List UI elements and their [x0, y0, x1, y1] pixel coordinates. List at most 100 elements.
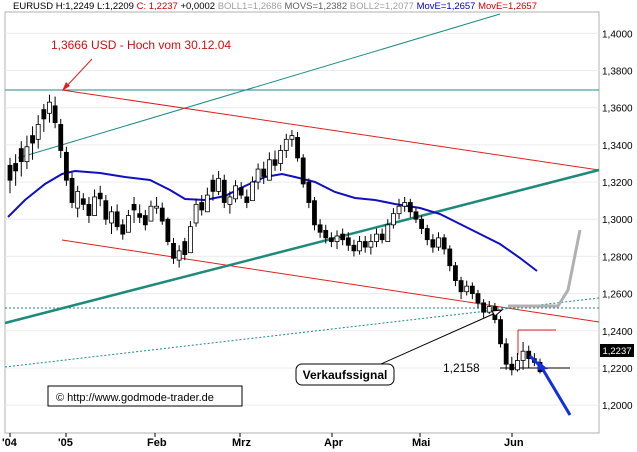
x-tick-label: '04 — [2, 437, 18, 449]
candle-body — [97, 192, 103, 200]
candle-body — [469, 285, 475, 294]
candle-body — [13, 163, 19, 172]
candle-body — [24, 146, 30, 163]
x-tick-label: Jun — [504, 437, 524, 449]
candle-body — [526, 350, 532, 360]
candle-body — [63, 151, 69, 181]
candle-body — [486, 306, 492, 313]
upper-teal-trendline — [17, 13, 501, 159]
candle-body — [221, 179, 227, 203]
plot-area — [4, 11, 600, 434]
last-price-label: 1,2237 — [602, 346, 631, 357]
candle-body — [30, 135, 35, 144]
last-price-box — [600, 344, 634, 357]
y-tick-label: 1,3200 — [602, 178, 633, 189]
candle-body — [250, 181, 255, 202]
candle-body — [498, 319, 503, 345]
y-tick-label: 1,2200 — [602, 364, 633, 375]
candle-body — [334, 235, 340, 242]
candle-body — [447, 248, 453, 267]
candle-body — [244, 196, 250, 203]
candle-body — [441, 237, 447, 250]
moving-average-line — [7, 169, 538, 272]
candle-body — [306, 181, 312, 203]
header-boll2: BOLL2=1,2077 — [349, 1, 414, 12]
candle-body — [289, 135, 295, 140]
y-tick-label: 1,4000 — [602, 29, 633, 40]
candle-body — [312, 200, 317, 226]
y-tick-label: 1,2600 — [602, 290, 633, 301]
y-tick-label: 1,3600 — [602, 104, 633, 115]
header-boll1: BOLL1=1,2686 — [217, 1, 282, 12]
candle-body — [464, 285, 470, 293]
candle-body — [419, 218, 424, 229]
candle-body — [407, 202, 413, 213]
candle-body — [238, 187, 244, 196]
candle-body — [328, 237, 334, 242]
y-tick-label: 1,2000 — [602, 401, 633, 412]
bullish-projection-arrow — [508, 229, 582, 308]
candle-body — [261, 168, 267, 177]
x-tick-label: Mrz — [232, 437, 251, 449]
y-tick-label: 1,2400 — [602, 327, 633, 338]
thick-teal-trendline — [4, 168, 600, 325]
candle-body — [199, 202, 205, 211]
candle-body — [165, 218, 171, 242]
candle-body — [148, 205, 154, 222]
header-low: L:1,2209 — [96, 1, 134, 12]
x-tick-label: '05 — [58, 437, 73, 449]
candle-body — [171, 243, 176, 259]
support-label: 1,2158 — [443, 361, 480, 375]
candle-body — [35, 124, 41, 140]
header-close: C: 1,2237 — [136, 1, 178, 12]
candle-body — [503, 343, 509, 365]
candle-body — [109, 211, 114, 224]
candle-body — [18, 148, 24, 163]
candle-body — [120, 224, 126, 235]
high-annotation-arrow — [63, 58, 93, 90]
header-move1: MovE=1,2657 — [416, 1, 476, 12]
candle-body — [7, 164, 13, 181]
candle-body — [340, 233, 346, 241]
signal-arrow-head — [491, 309, 504, 317]
copyright-box — [47, 385, 243, 407]
candle-body — [80, 198, 86, 205]
candle-body — [58, 124, 64, 151]
candle-body — [142, 215, 148, 226]
candle-body — [86, 203, 92, 216]
header-high: H:1,2249 — [55, 1, 95, 12]
candle-body — [137, 213, 143, 218]
candle-body — [188, 226, 193, 254]
x-axis-tick-labels: '04 '05 Feb Mrz Apr Mai Jun — [2, 433, 524, 449]
candle-body — [300, 157, 306, 185]
copyright-label: © http://www.godmode-trader.de — [56, 392, 214, 404]
candle-body — [430, 239, 436, 248]
candle-body — [210, 179, 216, 192]
candle-body — [47, 101, 52, 114]
candle-body — [453, 265, 458, 281]
candle-body — [92, 196, 97, 216]
candle-body — [41, 109, 47, 120]
signal-label: Verkaufssignal — [303, 368, 388, 382]
candle-body — [379, 233, 385, 241]
candle-body — [204, 194, 210, 213]
candle-body — [424, 228, 430, 241]
candle-body — [75, 190, 81, 209]
high-arrow-head — [62, 82, 70, 91]
candle-body — [159, 207, 165, 222]
candle-body — [374, 233, 379, 242]
candle-body — [509, 363, 515, 371]
x-tick-label: Feb — [147, 437, 167, 449]
candle-body — [317, 224, 323, 233]
candle-body — [368, 241, 374, 248]
candle-body — [391, 213, 396, 226]
candle-body — [227, 196, 233, 205]
candle-body — [402, 202, 408, 207]
header-symbol: EURUSD — [13, 1, 54, 12]
candle-body — [176, 250, 182, 261]
y-tick-label: 1,3400 — [602, 141, 633, 152]
candle-body — [193, 203, 199, 224]
y-tick-label: 1,3000 — [602, 215, 633, 226]
candle-body — [182, 241, 188, 255]
